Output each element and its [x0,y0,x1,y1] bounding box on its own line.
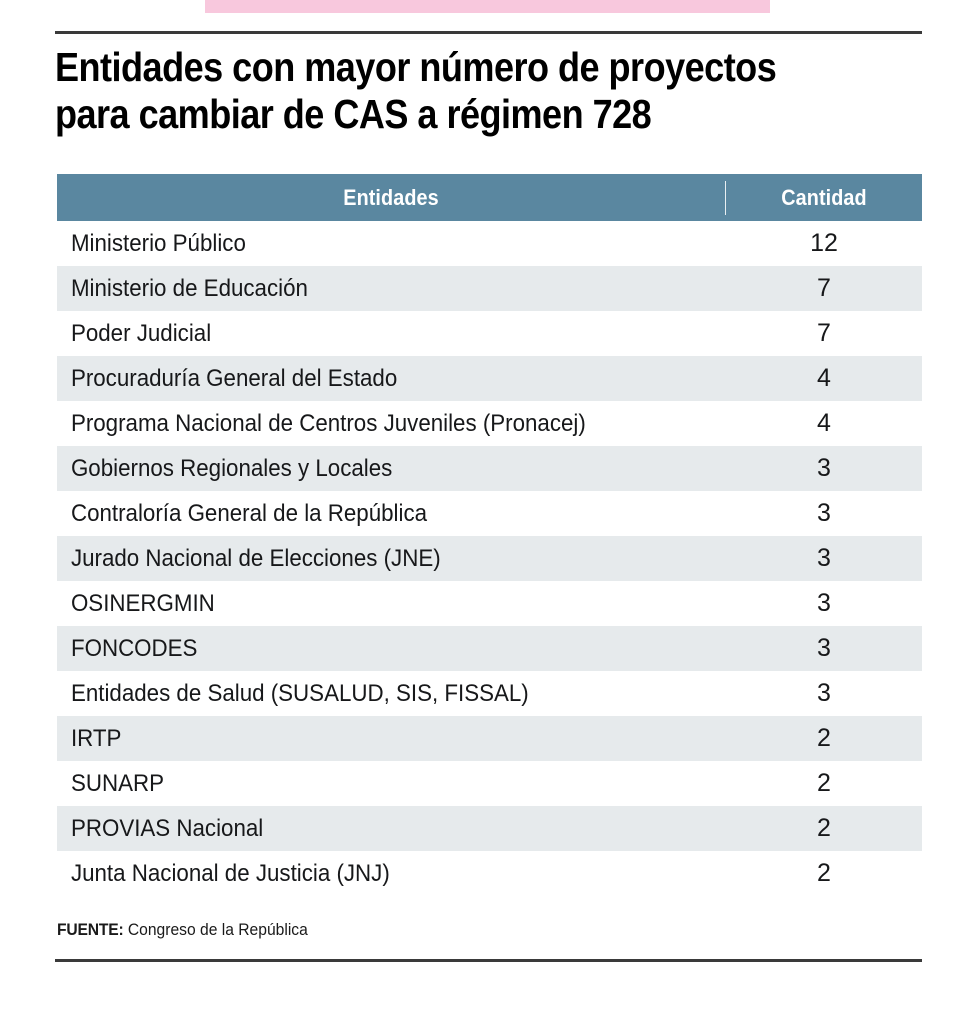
cell-entity-name: FONCODES [70,634,198,662]
table-row: Contraloría General de la República 3 [57,491,922,536]
source-note: FUENTE: Congreso de la República [57,920,308,940]
cell-quantity-value: 2 [817,769,831,797]
cell-entity-name: IRTP [70,724,122,752]
table-row: Gobiernos Regionales y Locales 3 [57,446,922,491]
table-row: PROVIAS Nacional 2 [57,806,922,851]
cell-quantity-value: 3 [817,634,831,662]
cell-quantity-value: 3 [817,544,831,572]
bottom-divider-rule [55,959,922,962]
cell-entity-name: Procuraduría General del Estado [70,364,398,392]
column-header-entidades: Entidades [343,184,439,210]
cell-quantity-value: 7 [817,319,831,347]
source-value: Congreso de la República [127,920,308,939]
cell-quantity-value: 3 [817,454,831,482]
cell-entity-name: Gobiernos Regionales y Locales [70,454,393,482]
cell-quantity-value: 3 [817,679,831,707]
cell-quantity-value: 3 [817,589,831,617]
table-row: Entidades de Salud (SUSALUD, SIS, FISSAL… [57,671,922,716]
table-row: OSINERGMIN 3 [57,581,922,626]
table-row: Jurado Nacional de Elecciones (JNE) 3 [57,536,922,581]
entities-table: Entidades Cantidad Ministerio Público 12 M… [57,174,922,896]
cell-entity-name: PROVIAS Nacional [70,814,264,842]
cell-quantity-value: 12 [810,229,838,257]
table-row: Ministerio de Educación 7 [57,266,922,311]
cell-entity-name: OSINERGMIN [70,589,215,617]
table-row: Procuraduría General del Estado 4 [57,356,922,401]
cell-quantity-value: 4 [817,364,831,392]
table-body: Ministerio Público 12 Ministerio de Educac… [57,221,922,896]
cell-quantity-value: 3 [817,499,831,527]
page-title-line-1: Entidades con mayor número de proyectos [55,44,777,90]
cell-entity-name: Contraloría General de la República [70,499,428,527]
top-divider-rule [55,31,922,34]
cell-entity-name: Junta Nacional de Justicia (JNJ) [70,859,390,887]
table-row: FONCODES 3 [57,626,922,671]
column-header-cantidad: Cantidad [781,184,867,210]
cell-quantity-value: 7 [817,274,831,302]
page-title: Entidades con mayor número de proyectos … [55,44,829,138]
table-row: Poder Judicial 7 [57,311,922,356]
table-row: IRTP 2 [57,716,922,761]
cell-quantity-value: 2 [817,814,831,842]
top-banner-strip [205,0,770,13]
cell-entity-name: Poder Judicial [70,319,212,347]
cell-quantity-value: 4 [817,409,831,437]
cell-quantity-value: 2 [817,724,831,752]
table-row: Junta Nacional de Justicia (JNJ) 2 [57,851,922,896]
table-row: Programa Nacional de Centros Juveniles (… [57,401,922,446]
cell-entity-name: Ministerio Público [70,229,246,257]
cell-entity-name: Entidades de Salud (SUSALUD, SIS, FISSAL… [70,679,529,707]
source-label: FUENTE: [57,920,124,939]
cell-entity-name: Jurado Nacional de Elecciones (JNE) [70,544,441,572]
table-row: SUNARP 2 [57,761,922,806]
cell-entity-name: SUNARP [70,769,164,797]
cell-quantity-value: 2 [817,859,831,887]
page-title-line-2: para cambiar de CAS a régimen 728 [55,91,652,137]
table-row: Ministerio Público 12 [57,221,922,266]
header-column-divider [725,180,726,215]
cell-entity-name: Ministerio de Educación [70,274,308,302]
cell-entity-name: Programa Nacional de Centros Juveniles (… [70,409,586,437]
table-header-row: Entidades Cantidad [57,174,922,221]
